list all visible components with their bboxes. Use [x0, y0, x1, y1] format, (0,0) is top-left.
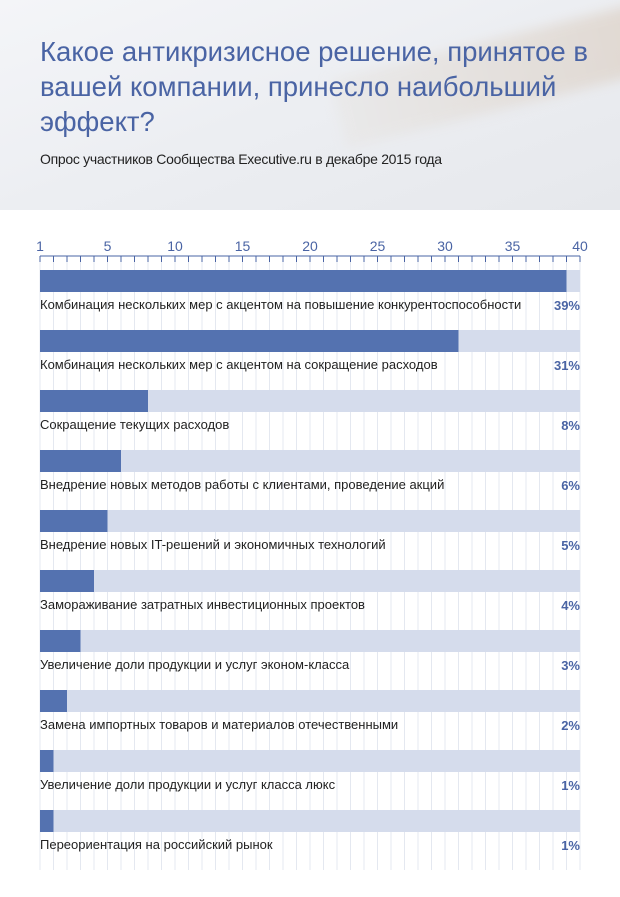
bar: [40, 450, 121, 472]
bar-track: [40, 750, 580, 772]
category-label: Увеличение доли продукции и услуг класса…: [40, 777, 336, 792]
value-label: 5%: [561, 538, 580, 553]
x-tick-label: 1: [36, 238, 44, 254]
bar: [40, 570, 94, 592]
category-label: Внедрение новых методов работы с клиента…: [40, 477, 444, 492]
bar-track: [40, 690, 580, 712]
x-tick-label: 35: [505, 238, 521, 254]
bar: [40, 390, 148, 412]
bar-track: [40, 810, 580, 832]
category-label: Увеличение доли продукции и услуг эконом…: [40, 657, 350, 672]
bar: [40, 270, 567, 292]
value-label: 1%: [561, 778, 580, 793]
x-tick-label: 10: [167, 238, 183, 254]
value-label: 1%: [561, 838, 580, 853]
x-tick-label: 40: [572, 238, 588, 254]
value-label: 31%: [554, 358, 580, 373]
bar-track: [40, 450, 580, 472]
bar: [40, 630, 81, 652]
category-label: Внедрение новых IT-решений и экономичных…: [40, 537, 386, 552]
x-tick-label: 25: [370, 238, 386, 254]
category-label: Замораживание затратных инвестиционных п…: [40, 597, 365, 612]
x-tick-label: 20: [302, 238, 318, 254]
bar-track: [40, 390, 580, 412]
value-label: 4%: [561, 598, 580, 613]
bar: [40, 690, 67, 712]
header-background: [0, 0, 620, 210]
value-label: 6%: [561, 478, 580, 493]
value-label: 3%: [561, 658, 580, 673]
page-subtitle: Опрос участников Сообщества Executive.ru…: [40, 151, 442, 167]
x-tick-label: 30: [437, 238, 453, 254]
value-label: 39%: [554, 298, 580, 313]
bar: [40, 510, 108, 532]
bar: [40, 810, 54, 832]
category-label: Комбинация нескольких мер с акцентом на …: [40, 357, 438, 372]
x-tick-label: 5: [104, 238, 112, 254]
value-label: 8%: [561, 418, 580, 433]
x-tick-label: 15: [235, 238, 251, 254]
bar: [40, 330, 459, 352]
bar-track: [40, 510, 580, 532]
bar: [40, 750, 54, 772]
category-label: Замена импортных товаров и материалов от…: [40, 717, 398, 732]
category-label: Переориентация на российский рынок: [40, 837, 273, 852]
page-title: Какое антикризисное решение, принятое в …: [40, 36, 588, 137]
value-label: 2%: [561, 718, 580, 733]
category-label: Сокращение текущих расходов: [40, 417, 229, 432]
bar-track: [40, 630, 580, 652]
bar-track: [40, 570, 580, 592]
category-label: Комбинация нескольких мер с акцентом на …: [40, 297, 521, 312]
